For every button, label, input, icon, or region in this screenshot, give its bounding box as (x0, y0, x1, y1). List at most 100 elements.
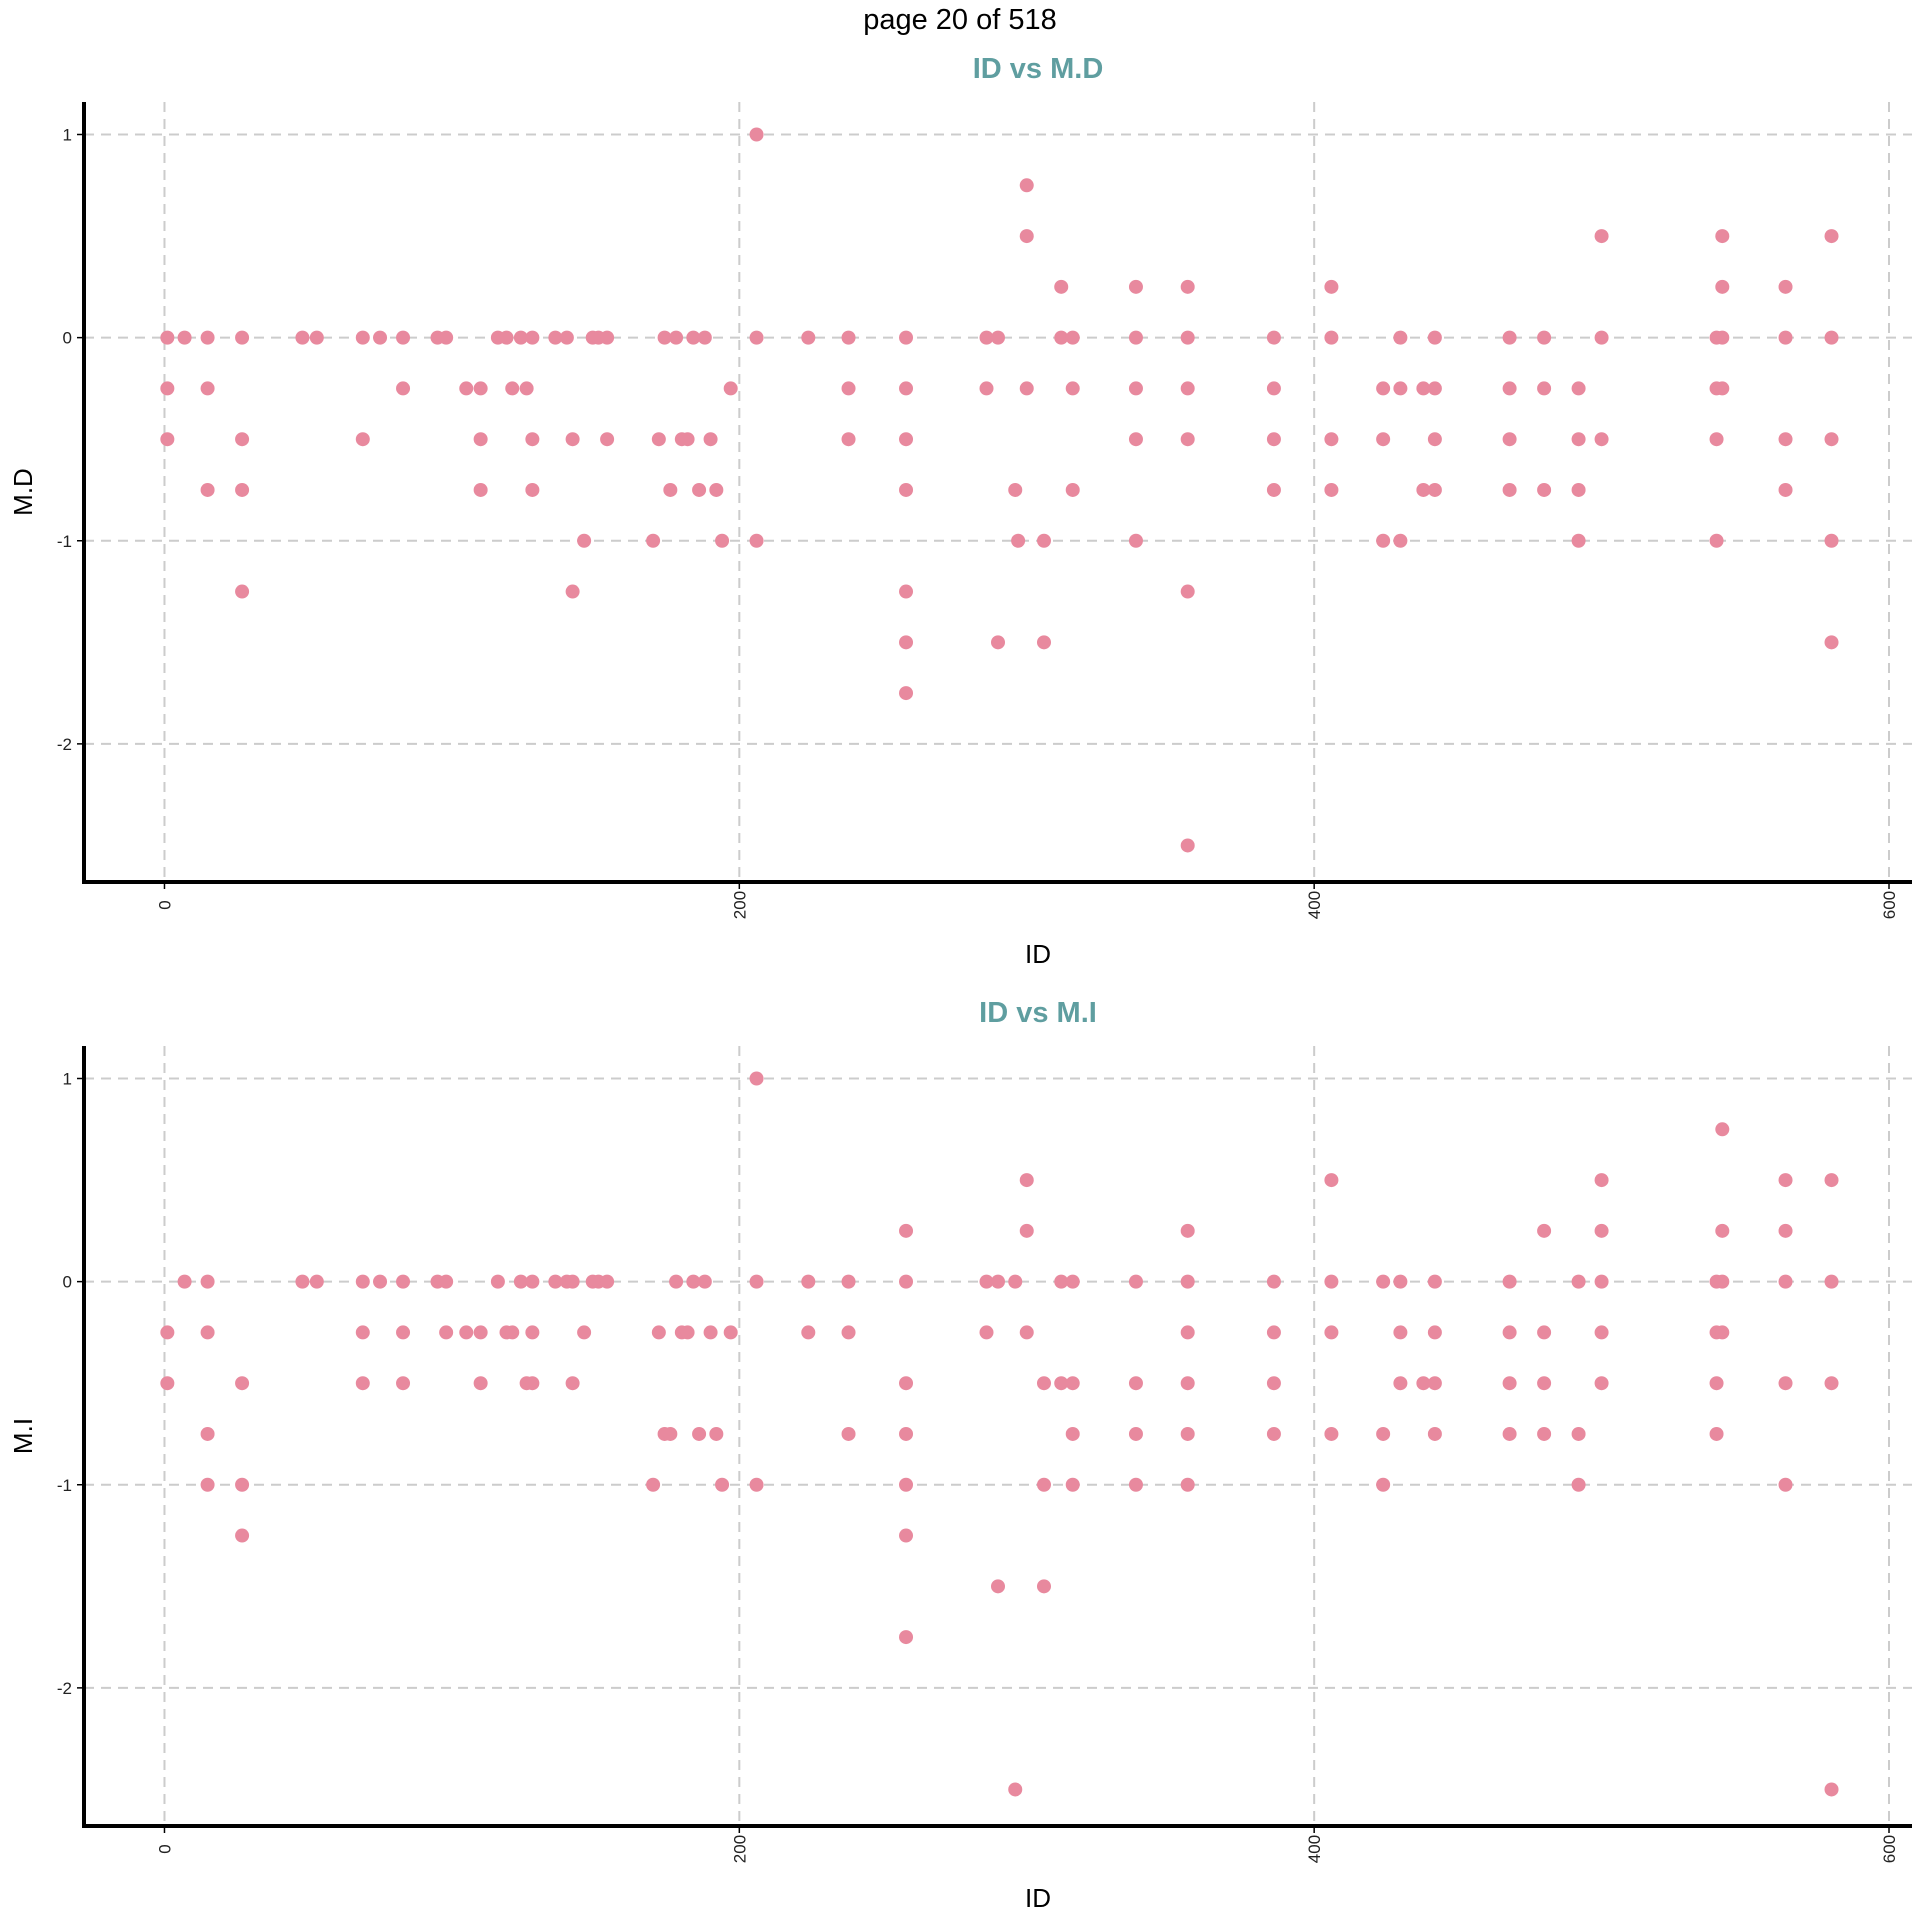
data-point (1054, 1376, 1069, 1391)
data-point (1502, 1376, 1517, 1391)
data-point (657, 330, 672, 345)
data-point (899, 330, 914, 345)
data-point (1065, 381, 1080, 396)
data-point (1571, 1477, 1586, 1492)
data-point (723, 1325, 738, 1340)
data-point (801, 1325, 816, 1340)
data-point (1537, 1426, 1552, 1441)
data-point (1376, 1274, 1391, 1289)
data-point (160, 1325, 175, 1340)
y-tick-label: 1 (63, 1070, 72, 1089)
data-point (680, 432, 695, 447)
data-point (651, 432, 666, 447)
data-point (473, 381, 488, 396)
data-point (1180, 432, 1195, 447)
data-point (160, 381, 175, 396)
data-point (686, 330, 701, 345)
data-point (1778, 1477, 1793, 1492)
data-point (200, 482, 215, 497)
data-point (160, 432, 175, 447)
data-point (565, 584, 580, 599)
data-point (1128, 1376, 1143, 1391)
data-point (841, 1426, 856, 1441)
data-point (1324, 482, 1339, 497)
data-point (1594, 1274, 1609, 1289)
data-point (525, 432, 540, 447)
data-point (1393, 330, 1408, 345)
data-point (692, 482, 707, 497)
data-point (1715, 1223, 1730, 1238)
data-point (1065, 1477, 1080, 1492)
data-point (1065, 482, 1080, 497)
data-point (1324, 432, 1339, 447)
data-point (1019, 1223, 1034, 1238)
data-point (559, 330, 574, 345)
data-point (513, 330, 528, 345)
data-point (899, 584, 914, 599)
data-point (1709, 1376, 1724, 1391)
data-point (235, 330, 250, 345)
data-point (235, 482, 250, 497)
data-point (723, 381, 738, 396)
data-point (715, 533, 730, 548)
data-point (1594, 432, 1609, 447)
x-tick-label: 200 (730, 1835, 749, 1863)
data-point (1778, 1376, 1793, 1391)
data-point (513, 1274, 528, 1289)
y-tick-label: -1 (57, 532, 72, 551)
data-point (646, 533, 661, 548)
data-point (899, 1528, 914, 1543)
data-point (749, 1477, 764, 1492)
data-point (1502, 1325, 1517, 1340)
y-tick-label: -2 (57, 1679, 72, 1698)
x-tick-label: 400 (1305, 1835, 1324, 1863)
data-point (1266, 1325, 1281, 1340)
data-point (459, 381, 474, 396)
data-point (1008, 1782, 1023, 1797)
data-point (669, 330, 684, 345)
data-point (235, 584, 250, 599)
data-point (1065, 1376, 1080, 1391)
data-point (1778, 1223, 1793, 1238)
x-axis-label: ID (1025, 1883, 1051, 1913)
x-tick-label: 0 (155, 1844, 174, 1853)
data-point (899, 1426, 914, 1441)
x-tick-label: 600 (1880, 891, 1899, 919)
data-point (565, 1376, 580, 1391)
data-point (1011, 533, 1026, 548)
data-point (200, 1325, 215, 1340)
y-axis-label: M.D (8, 468, 38, 516)
data-point (309, 330, 324, 345)
data-point (548, 1274, 563, 1289)
data-point (1416, 381, 1431, 396)
data-point (459, 1325, 474, 1340)
data-point (1128, 381, 1143, 396)
data-point (1571, 1274, 1586, 1289)
data-point (1824, 330, 1839, 345)
data-point (396, 330, 411, 345)
data-point (396, 1376, 411, 1391)
data-point (1715, 381, 1730, 396)
data-point (686, 1274, 701, 1289)
x-tick-label: 600 (1880, 1835, 1899, 1863)
data-point (577, 533, 592, 548)
data-point (841, 381, 856, 396)
data-point (200, 1274, 215, 1289)
data-point (1324, 1325, 1339, 1340)
data-point (473, 482, 488, 497)
data-point (1427, 1274, 1442, 1289)
data-point (1824, 1782, 1839, 1797)
data-point (1324, 1274, 1339, 1289)
data-point (235, 432, 250, 447)
data-point (1416, 482, 1431, 497)
data-point (1709, 533, 1724, 548)
y-axis-label: M.I (8, 1418, 38, 1454)
data-point (663, 482, 678, 497)
data-point (991, 635, 1005, 650)
data-point (1180, 838, 1195, 853)
data-point (841, 330, 856, 345)
data-point (1266, 432, 1281, 447)
data-point (1180, 1426, 1195, 1441)
data-point (1019, 229, 1034, 244)
data-point (1824, 432, 1839, 447)
